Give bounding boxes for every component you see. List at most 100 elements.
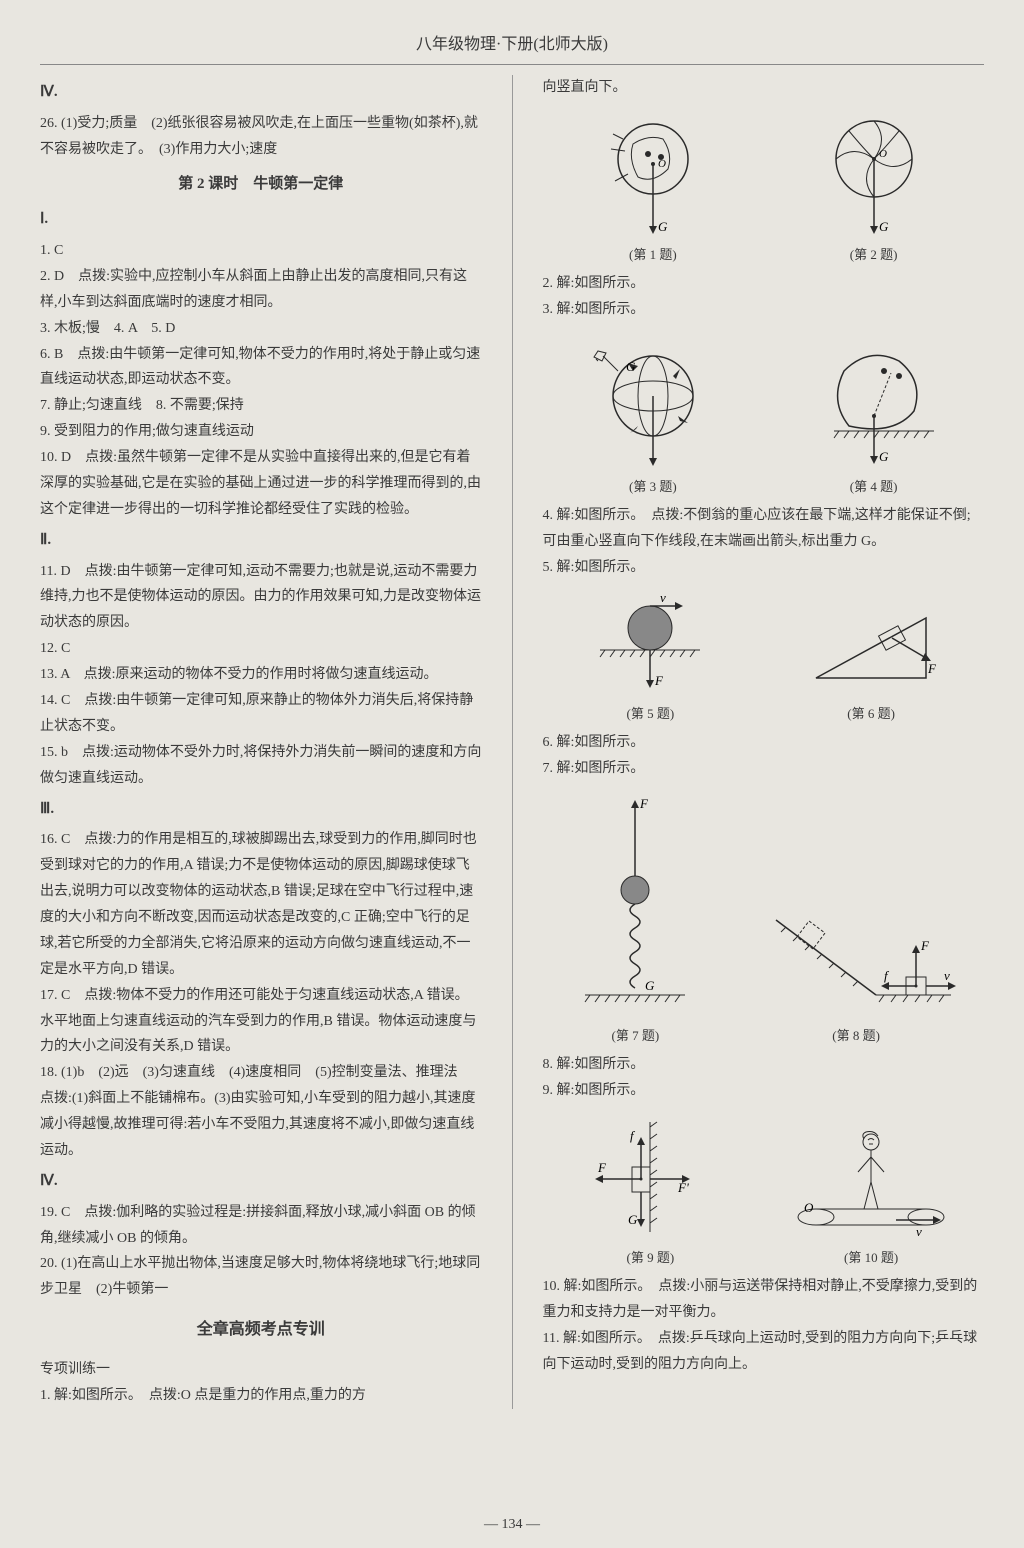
fig-9-svg: f F F' G bbox=[570, 1112, 730, 1242]
answer-14: 14. C 点拨:由牛顿第一定律可知,原来静止的物体外力消失后,将保持静止状态不… bbox=[40, 688, 482, 740]
svg-text:G: G bbox=[628, 1212, 638, 1227]
diagram-9: f F F' G (第 9 题) bbox=[570, 1112, 730, 1270]
answer-19: 19. C 点拨:伽利略的实验过程是:拼接斜面,释放小球,减小斜面 OB 的倾角… bbox=[40, 1200, 482, 1252]
answer-2: 2. D 点拨:实验中,应控制小车从斜面上由静止出发的高度相同,只有这样,小车到… bbox=[40, 264, 482, 316]
t11: 11. 解:如图所示。 点拨:乒乓球向上运动时,受到的阻力方向向下;乒乓球向下运… bbox=[543, 1326, 985, 1378]
svg-text:F': F' bbox=[677, 1180, 689, 1195]
fig-4-svg: G bbox=[799, 331, 949, 471]
section-iii: Ⅲ. bbox=[40, 796, 482, 824]
lesson-2-title: 第 2 课时 牛顿第一定律 bbox=[40, 171, 482, 199]
caption-3: (第 3 题) bbox=[578, 475, 728, 499]
svg-text:O: O bbox=[804, 1200, 814, 1215]
caption-4: (第 4 题) bbox=[799, 475, 949, 499]
answer-3: 3. 木板;慢 4. A 5. D bbox=[40, 316, 482, 342]
caption-2: (第 2 题) bbox=[814, 243, 934, 267]
caption-1: (第 1 题) bbox=[593, 243, 713, 267]
caption-8: (第 8 题) bbox=[756, 1024, 956, 1048]
t7: 7. 解:如图所示。 bbox=[543, 756, 985, 782]
content-columns: Ⅳ. 26. (1)受力;质量 (2)纸张很容易被风吹走,在上面压一些重物(如茶… bbox=[40, 75, 984, 1409]
answer-9: 9. 受到阻力的作用;做匀速直线运动 bbox=[40, 419, 482, 445]
fig-5-svg: v F bbox=[580, 588, 720, 698]
page-header: 八年级物理·下册(北师大版) bbox=[40, 20, 984, 65]
diagram-row-9-10: f F F' G (第 9 题) bbox=[543, 1112, 985, 1270]
t3: 3. 解:如图所示。 bbox=[543, 297, 985, 323]
answer-26: 26. (1)受力;质量 (2)纸张很容易被风吹走,在上面压一些重物(如茶杯),… bbox=[40, 111, 482, 163]
t1-continuation: 向竖直向下。 bbox=[543, 75, 985, 101]
answer-11: 11. D 点拨:由牛顿第一定律可知,运动不需要力;也就是说,运动不需要力维持,… bbox=[40, 559, 482, 637]
answer-7: 7. 静止;匀速直线 8. 不需要;保持 bbox=[40, 393, 482, 419]
diagram-7: F G (第 7 题) bbox=[570, 790, 700, 1048]
t2: 2. 解:如图所示。 bbox=[543, 271, 985, 297]
svg-text:G: G bbox=[879, 449, 889, 464]
svg-text:G: G bbox=[879, 219, 889, 234]
caption-6: (第 6 题) bbox=[796, 702, 946, 726]
training-1-label: 专项训练一 bbox=[40, 1357, 482, 1383]
answer-18b: 点拨:(1)斜面上不能铺棉布。(3)由实验可知,小车受到的阻力越小,其速度减小得… bbox=[40, 1086, 482, 1164]
section-i: Ⅰ. bbox=[40, 206, 482, 234]
fig-8-svg: F f v bbox=[756, 900, 956, 1020]
page-number: — 134 — bbox=[484, 1517, 540, 1533]
svg-text:O: O bbox=[879, 148, 887, 160]
column-divider bbox=[512, 75, 513, 1409]
svg-text:v: v bbox=[944, 968, 950, 983]
fig-1-svg: O G bbox=[593, 109, 713, 239]
training-1-ans: 1. 解:如图所示。 点拨:O 点是重力的作用点,重力的方 bbox=[40, 1383, 482, 1409]
t5: 5. 解:如图所示。 bbox=[543, 555, 985, 581]
chapter-title: 全章高频考点专训 bbox=[40, 1315, 482, 1345]
svg-text:G: G bbox=[645, 978, 655, 993]
diagram-8: F f v (第 8 题) bbox=[756, 900, 956, 1048]
diagram-row-7-8: F G (第 7 题) bbox=[543, 790, 985, 1048]
caption-9: (第 9 题) bbox=[570, 1246, 730, 1270]
svg-text:F: F bbox=[639, 796, 649, 811]
caption-7: (第 7 题) bbox=[570, 1024, 700, 1048]
svg-text:F: F bbox=[654, 673, 664, 688]
svg-text:f: f bbox=[884, 968, 890, 983]
answer-20: 20. (1)在高山上水平抛出物体,当速度足够大时,物体将绕地球飞行;地球同步卫… bbox=[40, 1251, 482, 1303]
fig-2-svg: O G bbox=[814, 109, 934, 239]
section-ii: Ⅱ. bbox=[40, 527, 482, 555]
right-column: 向竖直向下。 O G (第 1 题) bbox=[543, 75, 985, 1409]
answer-10: 10. D 点拨:虽然牛顿第一定律不是从实验中直接得出来的,但是它有着深厚的实验… bbox=[40, 445, 482, 523]
diagram-4: G (第 4 题) bbox=[799, 331, 949, 499]
diagram-10: O v (第 10 题) bbox=[786, 1112, 956, 1270]
svg-text:G: G bbox=[626, 359, 636, 374]
svg-text:F: F bbox=[927, 661, 937, 676]
t9: 9. 解:如图所示。 bbox=[543, 1078, 985, 1104]
t10: 10. 解:如图所示。 点拨:小丽与运送带保持相对静止,不受摩擦力,受到的重力和… bbox=[543, 1274, 985, 1326]
diagram-2: O G (第 2 题) bbox=[814, 109, 934, 267]
answer-12: 12. C bbox=[40, 636, 482, 662]
diagram-row-3-4: G (第 3 题) G bbox=[543, 331, 985, 499]
fig-7-svg: F G bbox=[570, 790, 700, 1020]
diagram-1: O G (第 1 题) bbox=[593, 109, 713, 267]
section-iv-2: Ⅳ. bbox=[40, 1168, 482, 1196]
section-iv: Ⅳ. bbox=[40, 79, 482, 107]
svg-text:f: f bbox=[630, 1128, 636, 1143]
answer-6: 6. B 点拨:由牛顿第一定律可知,物体不受力的作用时,将处于静止或匀速直线运动… bbox=[40, 342, 482, 394]
t4: 4. 解:如图所示。 点拨:不倒翁的重心应该在最下端,这样才能保证不倒;可由重心… bbox=[543, 503, 985, 555]
diagram-5: v F (第 5 题) bbox=[580, 588, 720, 726]
svg-text:v: v bbox=[660, 590, 666, 605]
t6: 6. 解:如图所示。 bbox=[543, 730, 985, 756]
svg-text:F: F bbox=[920, 938, 930, 953]
diagram-3: G (第 3 题) bbox=[578, 331, 728, 499]
svg-text:O: O bbox=[658, 158, 666, 170]
caption-5: (第 5 题) bbox=[580, 702, 720, 726]
answer-16: 16. C 点拨:力的作用是相互的,球被脚踢出去,球受到力的作用,脚同时也受到球… bbox=[40, 827, 482, 982]
answer-17: 17. C 点拨:物体不受力的作用还可能处于匀速直线运动状态,A 错误。水平地面… bbox=[40, 983, 482, 1061]
left-column: Ⅳ. 26. (1)受力;质量 (2)纸张很容易被风吹走,在上面压一些重物(如茶… bbox=[40, 75, 482, 1409]
answer-13: 13. A 点拨:原来运动的物体不受力的作用时将做匀速直线运动。 bbox=[40, 662, 482, 688]
diagram-6: F (第 6 题) bbox=[796, 588, 946, 726]
answer-15: 15. b 点拨:运动物体不受外力时,将保持外力消失前一瞬间的速度和方向做匀速直… bbox=[40, 740, 482, 792]
diagram-row-5-6: v F (第 5 题) F (第 6 题) bbox=[543, 588, 985, 726]
svg-text:F: F bbox=[597, 1160, 607, 1175]
fig-3-svg: G bbox=[578, 331, 728, 471]
t8: 8. 解:如图所示。 bbox=[543, 1052, 985, 1078]
fig-6-svg: F bbox=[796, 588, 946, 698]
svg-text:G: G bbox=[658, 219, 668, 234]
fig-10-svg: O v bbox=[786, 1112, 956, 1242]
answer-18: 18. (1)b (2)远 (3)匀速直线 (4)速度相同 (5)控制变量法、推… bbox=[40, 1060, 482, 1086]
caption-10: (第 10 题) bbox=[786, 1246, 956, 1270]
answer-1: 1. C bbox=[40, 238, 482, 264]
svg-text:v: v bbox=[916, 1224, 922, 1239]
diagram-row-1-2: O G (第 1 题) O G bbox=[543, 109, 985, 267]
